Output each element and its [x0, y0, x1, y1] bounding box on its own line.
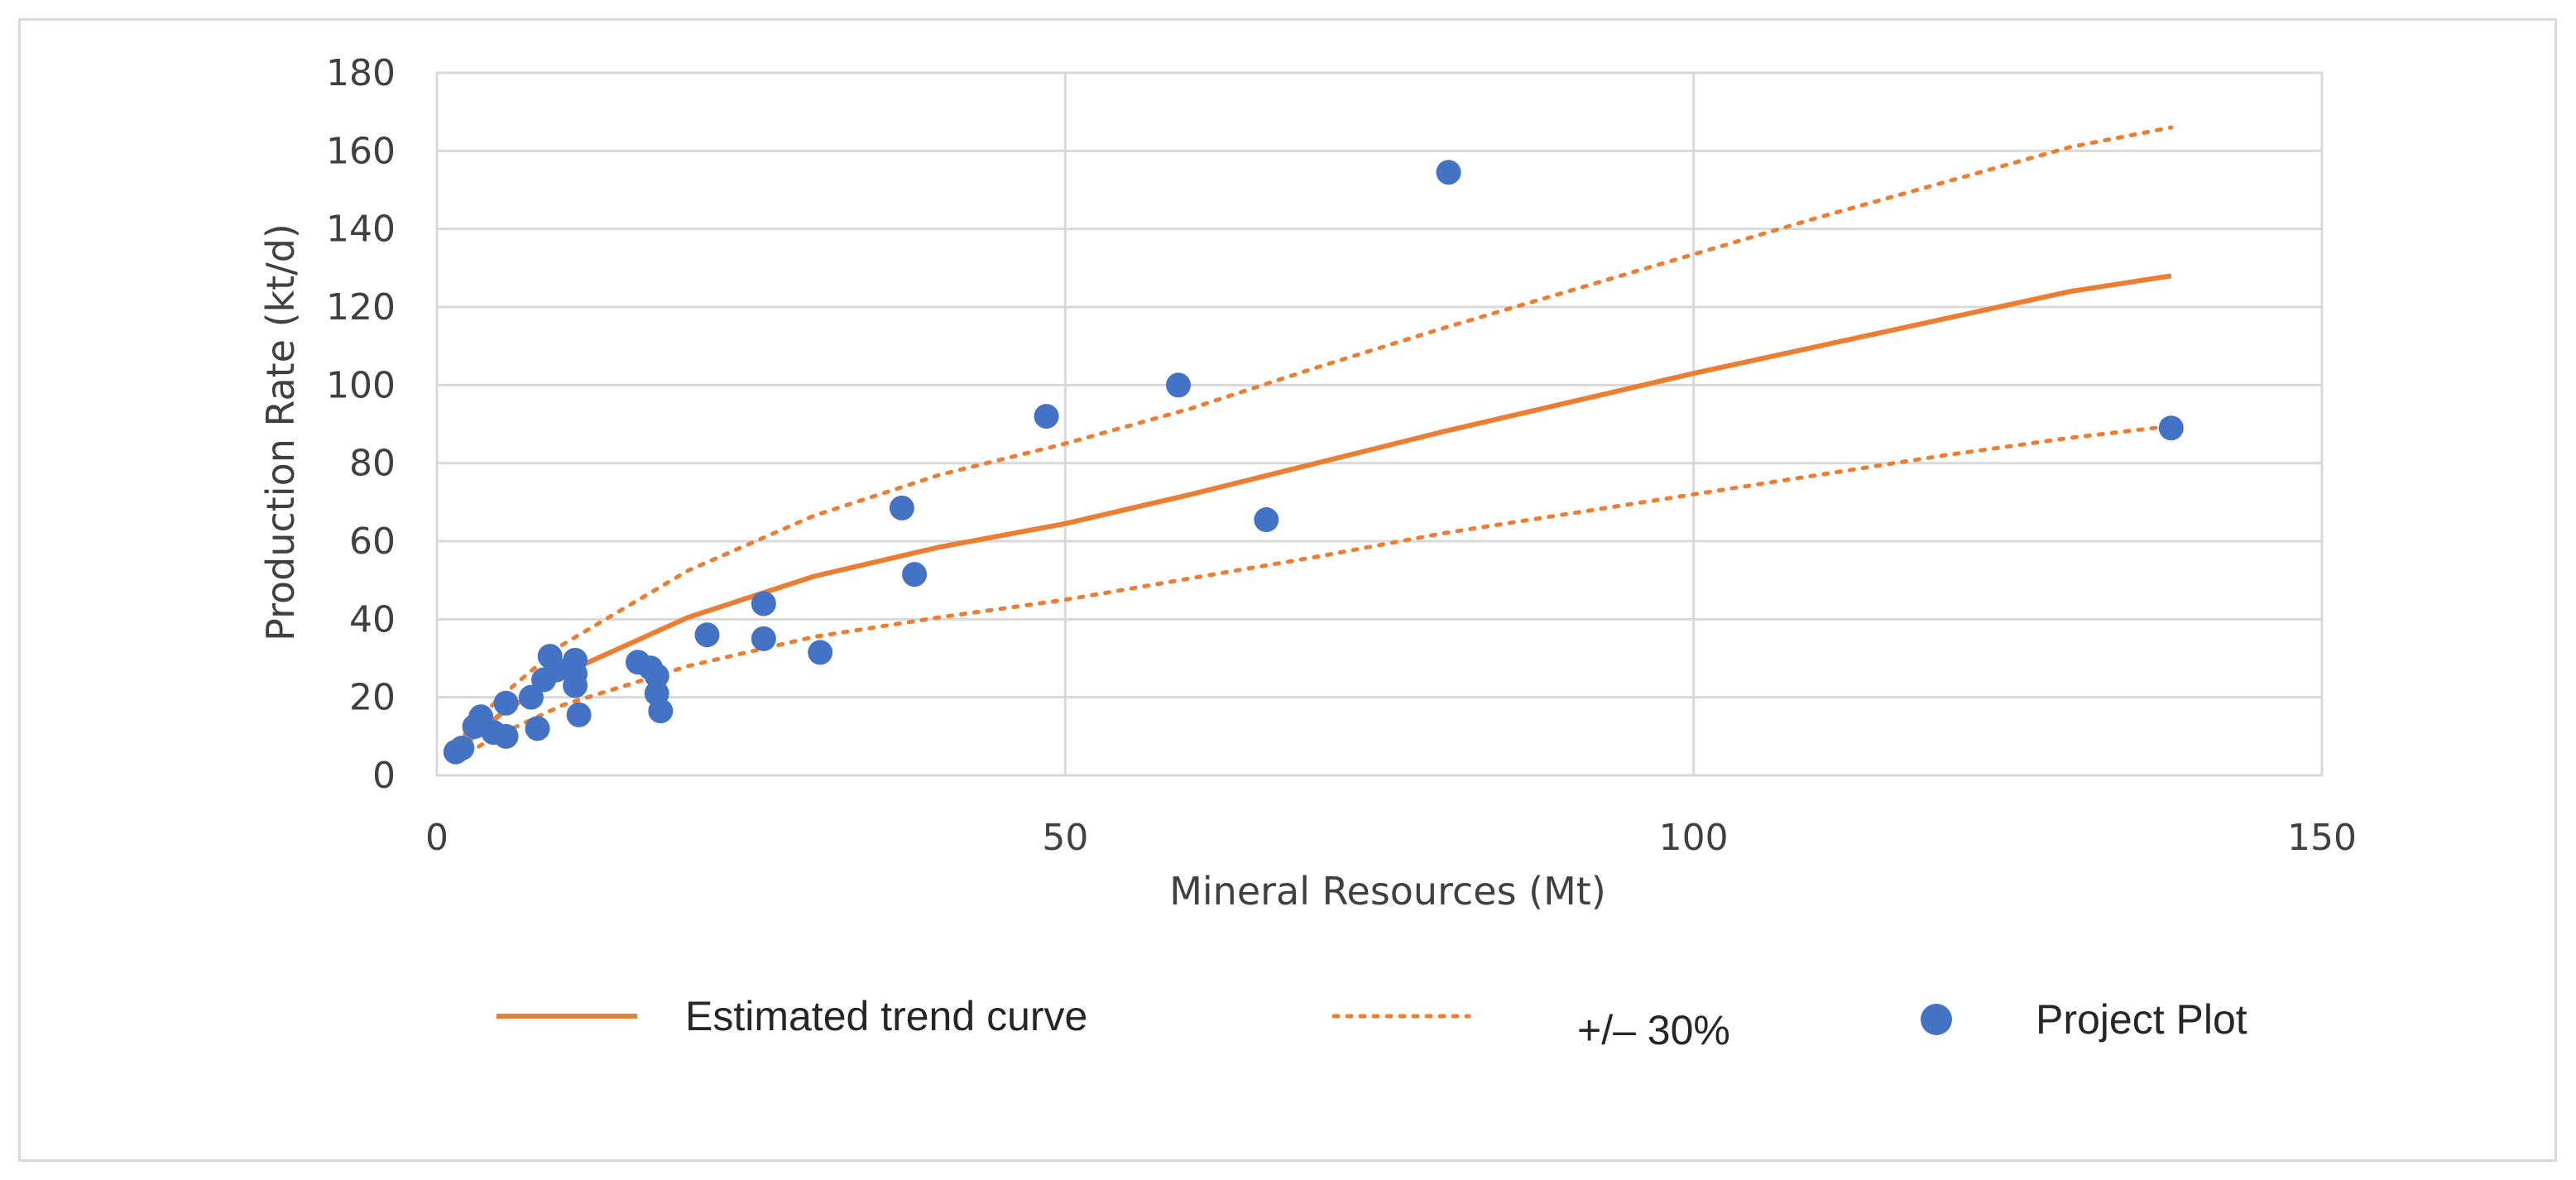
x-tick-label-150: 150 [2287, 817, 2357, 859]
y-tick-label-140: 140 [326, 209, 396, 251]
gridlines [435, 71, 2324, 777]
project-plot-point [2158, 415, 2184, 441]
project-plot-point [751, 626, 776, 651]
chart-frame [18, 18, 2557, 1162]
y-axis-title: Production Rate (kt/d) [258, 223, 303, 641]
project-plot-point [493, 723, 519, 749]
project-plot-point [544, 657, 569, 683]
y-tick-label-100: 100 [326, 364, 396, 406]
x-tick-label-0: 0 [425, 817, 449, 859]
project-plot-point [751, 591, 776, 616]
x-axis-ticks: 0 50 100 150 [425, 817, 2357, 859]
y-tick-label-0: 0 [372, 755, 396, 797]
y-tick-label-80: 80 [349, 443, 396, 485]
trend-curve-line [453, 273, 2172, 754]
x-axis-title: Mineral Resources (Mt) [1169, 869, 1606, 914]
data-series [443, 125, 2184, 765]
project-plot-point [648, 698, 674, 724]
legend: Estimated trend curve +/– 30% Project Pl… [496, 993, 2247, 1053]
plot-area [435, 71, 2324, 777]
project-plot-point [525, 716, 550, 741]
lower-range-line [453, 424, 2174, 762]
project-plot-point [1166, 372, 1192, 398]
upper-range-line [453, 125, 2174, 746]
project-plot-point [889, 495, 914, 520]
project-plot-point [563, 647, 588, 673]
project-plot-point [1034, 404, 1059, 429]
project-plot-point [902, 562, 928, 588]
legend-swatch-project-plot [1921, 1004, 1952, 1035]
y-tick-label-180: 180 [326, 52, 396, 94]
project-plot-point [1436, 160, 1461, 185]
y-tick-label-40: 40 [349, 598, 396, 640]
project-plot-point [644, 663, 669, 688]
y-tick-label-160: 160 [326, 130, 396, 172]
project-plot-point [518, 684, 544, 710]
project-plot-point [1254, 507, 1279, 533]
y-axis-ticks: 0 20 40 60 80 100 120 140 160 180 [326, 52, 396, 797]
project-plot-point [808, 640, 833, 665]
legend-label-range: +/– 30% [1577, 1007, 1730, 1053]
x-tick-label-50: 50 [1042, 817, 1088, 859]
project-plot-point [694, 622, 720, 648]
y-tick-label-60: 60 [349, 520, 396, 563]
x-tick-label-100: 100 [1659, 817, 1729, 859]
legend-label-trend-curve: Estimated trend curve [685, 993, 1087, 1039]
y-tick-label-20: 20 [349, 677, 396, 719]
y-tick-label-120: 120 [326, 286, 396, 329]
project-plot-point [566, 702, 592, 727]
project-plot-point [493, 690, 519, 716]
legend-label-project-plot: Project Plot [2036, 996, 2247, 1043]
project-plot-point [449, 735, 475, 760]
